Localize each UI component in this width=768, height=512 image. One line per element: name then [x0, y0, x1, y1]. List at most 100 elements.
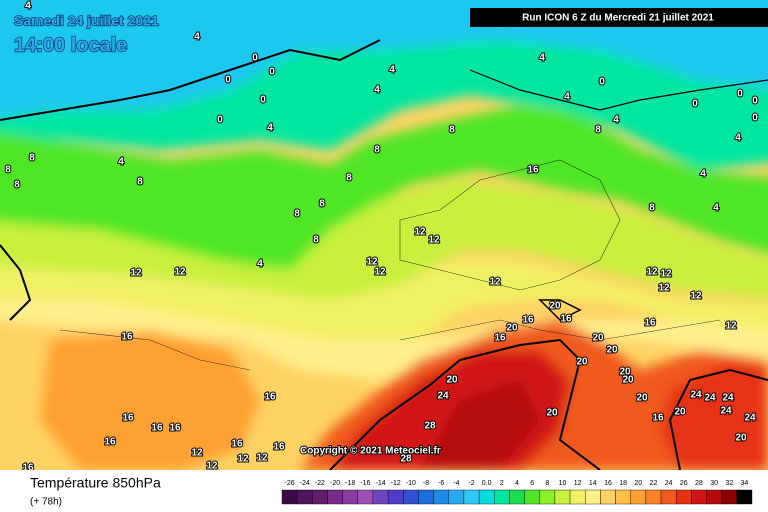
colorbar-label: 28 — [695, 480, 703, 487]
contour-label: 12 — [428, 235, 440, 246]
contour-label: 12 — [660, 269, 672, 280]
contour-label: 4 — [564, 92, 570, 103]
colorbar-swatch — [630, 489, 647, 505]
colorbar-label: 14 — [589, 480, 597, 487]
contour-label: 8 — [449, 125, 455, 136]
colorbar-swatch — [494, 489, 510, 505]
colorbar-swatch — [342, 489, 359, 505]
colorbar-label: 4 — [515, 480, 519, 487]
contour-label: 20 — [549, 301, 561, 312]
contour-label: 20 — [606, 345, 618, 356]
contour-label: 4 — [735, 133, 741, 144]
contour-label: 20 — [674, 407, 686, 418]
contour-label: 12 — [174, 267, 186, 278]
colorbar-label: -2 — [468, 480, 474, 487]
colorbar-swatch — [615, 489, 631, 505]
colorbar-label: 30 — [710, 480, 718, 487]
copyright: Copyright © 2021 Meteociel.fr — [300, 446, 441, 457]
colorbar-swatch — [600, 489, 616, 505]
run-box — [470, 8, 768, 27]
contour-label: 0 — [260, 95, 266, 106]
colorbar-swatch — [585, 489, 601, 505]
contour-label: 12 — [374, 267, 386, 278]
contour-label: 0 — [217, 115, 223, 126]
colorbar-label: 18 — [619, 480, 627, 487]
contour-label: 4 — [539, 53, 545, 64]
colorbar-swatch — [706, 489, 722, 505]
contour-label: 20 — [735, 433, 747, 444]
contour-label: 24 — [704, 393, 716, 404]
colorbar-swatch — [554, 489, 571, 505]
contour-label: 16 — [151, 423, 163, 434]
contour-label: 8 — [14, 180, 20, 191]
colorbar-swatch — [372, 489, 389, 505]
colorbar-swatch — [721, 489, 738, 505]
contour-label: 8 — [294, 209, 300, 220]
contour-label: 0 — [692, 99, 698, 110]
contour-label: 4 — [389, 65, 395, 76]
colorbar-swatch — [645, 489, 662, 505]
coastlines — [0, 39, 768, 471]
colorbar-swatch — [569, 489, 586, 505]
contour-label: 28 — [400, 454, 412, 465]
contour-label: 16 — [644, 318, 656, 329]
contour-label: 16 — [104, 437, 116, 448]
contour-label: 8 — [137, 177, 143, 188]
contour-label: 8 — [5, 165, 11, 176]
colorbar-label: 34 — [741, 480, 749, 487]
colorbar-swatch — [736, 489, 753, 505]
contour-label: 16 — [264, 392, 276, 403]
colorbar-swatch — [448, 489, 465, 505]
colorbar-label: 26 — [680, 480, 688, 487]
contour-label: 4 — [374, 85, 380, 96]
colorbar-swatch — [327, 489, 343, 505]
contour-label: 4 — [194, 32, 200, 43]
contour-label: 20 — [592, 333, 604, 344]
colorbar-label: -18 — [345, 480, 355, 487]
contour-label: 12 — [658, 283, 670, 294]
contour-label: 12 — [366, 257, 378, 268]
contour-label: 12 — [237, 454, 249, 465]
contour-label: 20 — [506, 323, 518, 334]
colorbar-label: 10 — [559, 480, 567, 487]
colorbar-label: -10 — [406, 480, 416, 487]
colorbar: -26 -24 -22 -20 -18 -16 -14 -12 -10 -8 -6 -4 -2 0.0 2 4… — [281, 480, 753, 505]
contour-label: 0 — [252, 53, 258, 64]
contour-label: 20 — [576, 357, 588, 368]
contour-label: 8 — [319, 199, 325, 210]
contour-label: 24 — [744, 413, 756, 424]
contour-label: 16 — [560, 314, 572, 325]
contour-label: 12 — [191, 448, 203, 459]
colorbar-label: -14 — [375, 480, 385, 487]
colorbar-label: 16 — [604, 480, 612, 487]
contour-label: 0 — [737, 89, 743, 100]
contour-label: 12 — [256, 453, 268, 464]
contour-label: 20 — [446, 375, 458, 386]
contour-label: 16 — [527, 165, 539, 176]
contour-label: 4 — [118, 157, 124, 168]
colorbar-label: 12 — [574, 480, 582, 487]
colorbar-label: -6 — [438, 480, 444, 487]
colorbar-swatch — [524, 489, 540, 505]
contour-label: 20 — [546, 408, 558, 419]
colorbar-label: 32 — [725, 480, 733, 487]
contour-label: 8 — [29, 153, 35, 164]
contour-label: 0 — [225, 75, 231, 86]
contour-label: 24 — [722, 393, 734, 404]
colorbar-label: -16 — [360, 480, 370, 487]
colorbar-label: 20 — [634, 480, 642, 487]
contour-label: 16 — [122, 413, 134, 424]
contour-label: 20 — [622, 375, 634, 386]
colorbar-swatch — [418, 489, 434, 505]
lead-time: (+ 78h) — [30, 497, 62, 508]
contour-label: 12 — [489, 277, 501, 288]
contour-label: 16 — [522, 315, 534, 326]
contour-label: 16 — [169, 423, 181, 434]
contour-label: 16 — [494, 333, 506, 344]
borders — [59, 159, 721, 371]
footer-title: Température 850hPa — [30, 475, 161, 491]
colorbar-swatch — [478, 489, 495, 505]
colorbar-label: -22 — [315, 480, 325, 487]
